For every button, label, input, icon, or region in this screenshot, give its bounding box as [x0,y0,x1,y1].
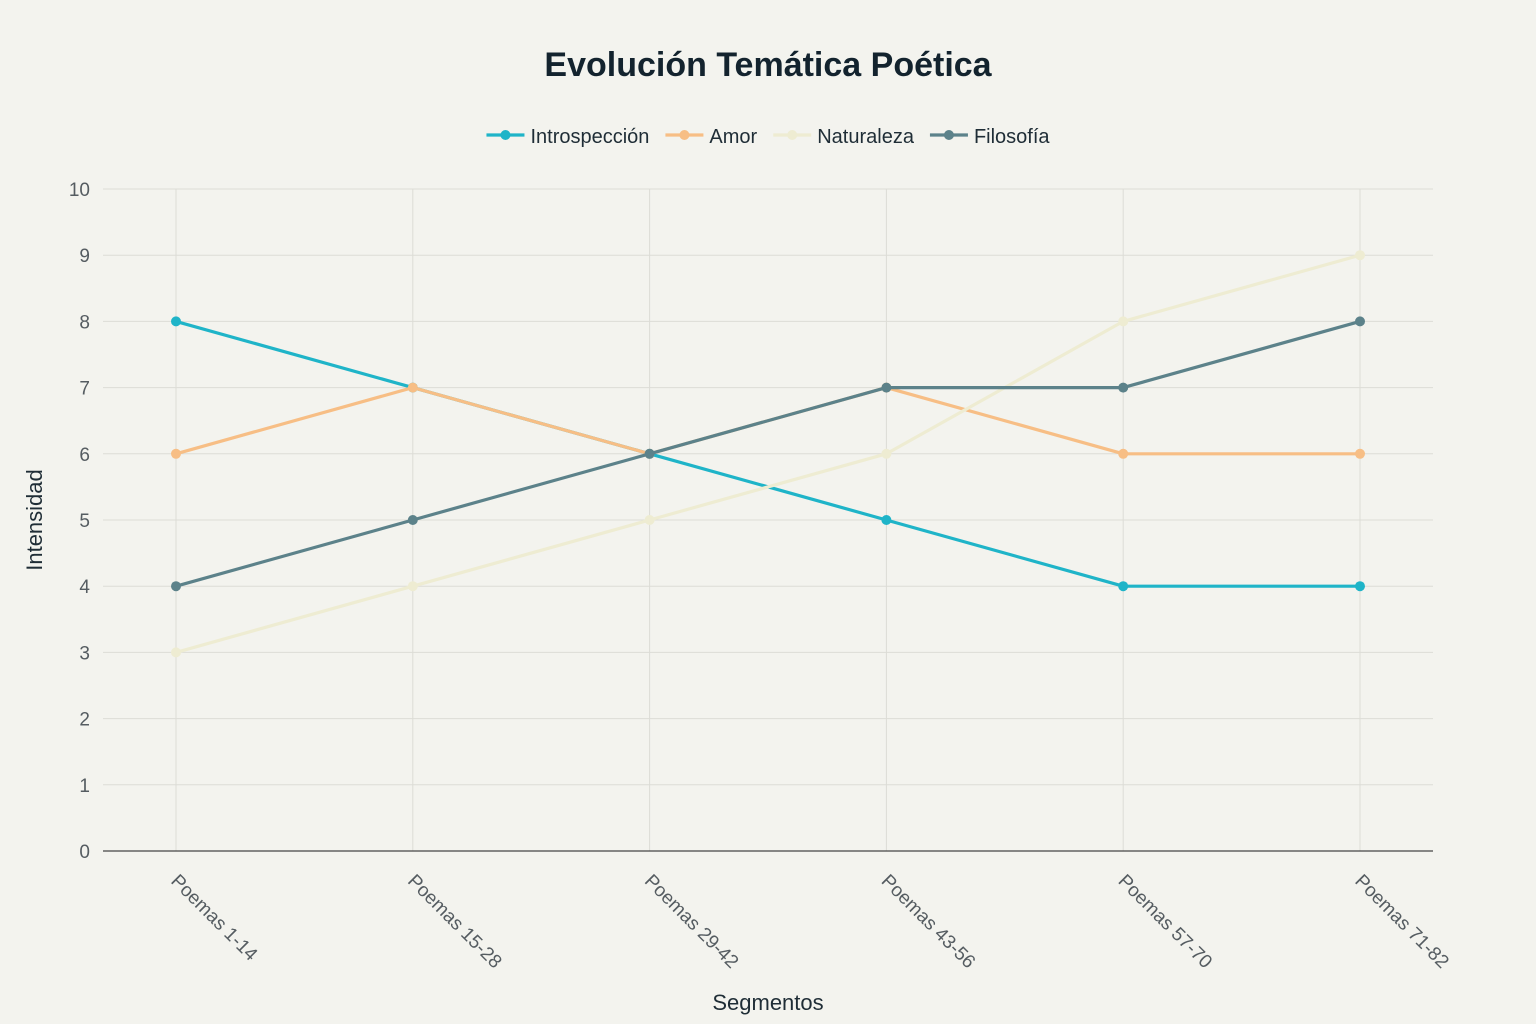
data-point[interactable] [407,515,418,525]
data-point[interactable] [171,316,181,327]
chart-title: Evolución Temática Poética [544,46,992,84]
data-point[interactable] [1118,316,1129,327]
data-point[interactable] [171,647,181,658]
x-tick-label: Poemas 29-42 [640,871,742,973]
grid [103,188,1433,852]
x-tick-label: Poemas 43-56 [877,871,979,973]
series-line [175,253,1361,654]
data-point[interactable] [644,515,655,525]
data-point[interactable] [881,448,892,459]
y-tick-label: 3 [79,643,90,664]
legend-swatch-marker [943,130,954,140]
y-tick-label: 5 [79,511,90,532]
data-point[interactable] [1355,250,1365,261]
y-axis-title: Intensidad [22,469,47,571]
legend: Introspección Amor Naturaleza Filosofía [486,126,1050,148]
series-line [175,319,1361,588]
legend-item[interactable]: Amor [665,126,758,148]
data-point[interactable] [407,382,418,393]
legend-swatch-marker [787,130,798,140]
y-tick-label: 10 [69,180,90,201]
y-tick-label: 9 [79,246,90,267]
x-tick-label: Poemas 71-82 [1350,871,1452,973]
data-point[interactable] [644,448,655,459]
series-3 [171,316,1365,592]
data-point[interactable] [1355,316,1365,327]
series-2 [171,250,1365,658]
y-tick-label: 7 [79,379,90,400]
x-axis-title: Segmentos [712,990,823,1015]
legend-label: Amor [709,126,757,148]
legend-label: Introspección [530,126,649,148]
data-point[interactable] [1355,448,1365,459]
legend-swatch-marker [679,130,690,140]
legend-item[interactable]: Introspección [486,126,649,148]
data-point[interactable] [171,581,181,592]
data-point[interactable] [881,382,892,393]
data-point[interactable] [407,581,418,592]
x-tick-label: Poemas 15-28 [403,871,505,973]
x-tick-label: Poemas 57-70 [1114,871,1216,973]
legend-label: Naturaleza [817,126,915,148]
legend-swatch-marker [500,130,511,140]
x-axis-ticks: Poemas 1-14 Poemas 15-28 Poemas 29-42 Poema… [166,871,1452,973]
y-axis-ticks: 0 1 2 3 4 5 6 7 8 9 10 [69,180,91,863]
data-point[interactable] [1355,581,1365,592]
data-point[interactable] [1118,448,1129,459]
data-point[interactable] [1118,581,1129,592]
y-tick-label: 8 [79,312,90,333]
y-tick-label: 6 [79,445,90,466]
legend-item[interactable]: Filosofía [929,126,1050,148]
data-point[interactable] [1118,382,1129,393]
y-tick-label: 4 [79,577,90,598]
legend-label: Filosofía [974,126,1050,148]
y-tick-label: 0 [79,842,90,863]
data-point[interactable] [881,515,892,525]
data-point[interactable] [171,448,181,459]
y-tick-label: 1 [79,776,90,797]
legend-item[interactable]: Naturaleza [773,126,915,148]
x-tick-label: Poemas 1-14 [166,871,261,966]
y-tick-label: 2 [79,710,90,731]
series-layer [171,250,1365,658]
